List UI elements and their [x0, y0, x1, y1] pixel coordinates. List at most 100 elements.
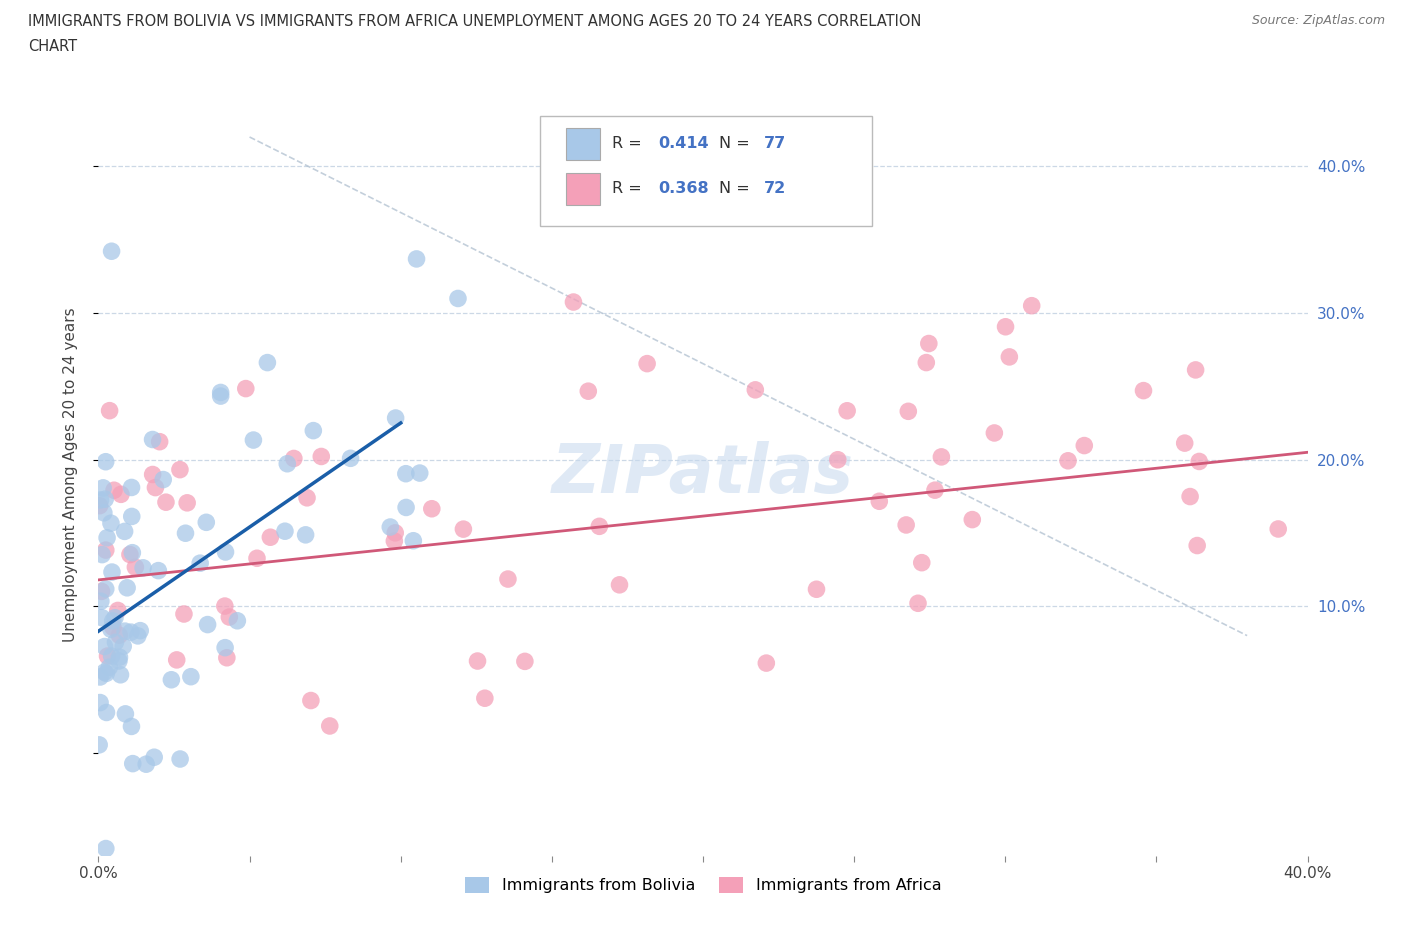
Text: R =: R =: [613, 181, 647, 196]
Point: [118, 547, 141, 562]
Text: 77: 77: [763, 137, 786, 152]
Point: [96, 666, 118, 681]
Point: [160, 672, 183, 687]
Point: [302, 423, 325, 438]
Point: [319, 719, 342, 734]
Point: [1178, 489, 1201, 504]
Point: [276, 457, 298, 472]
Point: [311, 449, 333, 464]
Point: [114, 707, 136, 722]
Point: [299, 693, 322, 708]
Point: [89, 737, 111, 752]
Bar: [567, 173, 600, 205]
Point: [90, 594, 112, 609]
Point: [103, 483, 125, 498]
Point: [274, 524, 297, 538]
Point: [96, 705, 118, 720]
Point: [152, 472, 174, 487]
Point: [115, 580, 138, 595]
Point: [124, 560, 146, 575]
Point: [89, 670, 111, 684]
Point: [1185, 538, 1208, 553]
Point: [94, 492, 117, 507]
Point: [121, 480, 143, 495]
Point: [395, 466, 418, 481]
Point: [89, 695, 111, 710]
Point: [588, 519, 610, 534]
Point: [100, 516, 122, 531]
Point: [384, 525, 406, 540]
Point: [91, 547, 114, 562]
Point: [214, 640, 236, 655]
Text: IMMIGRANTS FROM BOLIVIA VS IMMIGRANTS FROM AFRICA UNEMPLOYMENT AMONG AGES 20 TO : IMMIGRANTS FROM BOLIVIA VS IMMIGRANTS FR…: [28, 14, 921, 29]
FancyBboxPatch shape: [540, 116, 872, 227]
Point: [380, 520, 402, 535]
Point: [915, 355, 938, 370]
Point: [1188, 454, 1211, 469]
Point: [166, 653, 188, 668]
Text: N =: N =: [718, 181, 755, 196]
Point: [108, 654, 131, 669]
Point: [395, 500, 418, 515]
Point: [827, 452, 849, 467]
Y-axis label: Unemployment Among Ages 20 to 24 years: Unemployment Among Ages 20 to 24 years: [63, 307, 77, 642]
Point: [114, 624, 136, 639]
Text: ZIPatlas: ZIPatlas: [553, 442, 853, 507]
Text: Source: ZipAtlas.com: Source: ZipAtlas.com: [1251, 14, 1385, 27]
Point: [868, 494, 890, 509]
Point: [101, 565, 124, 579]
Point: [931, 449, 953, 464]
Point: [513, 654, 536, 669]
Point: [98, 404, 121, 418]
Text: 0.368: 0.368: [658, 181, 709, 196]
Point: [89, 915, 111, 930]
Point: [89, 498, 111, 513]
Point: [339, 451, 361, 466]
Point: [384, 410, 406, 425]
Point: [907, 596, 929, 611]
Point: [837, 404, 859, 418]
Point: [806, 582, 828, 597]
Text: 72: 72: [763, 181, 786, 196]
Point: [93, 665, 115, 680]
Point: [174, 525, 197, 540]
Point: [149, 434, 172, 449]
Point: [94, 542, 117, 557]
Point: [496, 572, 519, 587]
Point: [121, 756, 143, 771]
Point: [107, 603, 129, 618]
Text: 0.414: 0.414: [658, 137, 709, 152]
Point: [209, 389, 232, 404]
Point: [104, 610, 127, 625]
Point: [755, 656, 778, 671]
Point: [135, 757, 157, 772]
Point: [897, 404, 920, 418]
Point: [896, 517, 918, 532]
Point: [474, 691, 496, 706]
Point: [283, 451, 305, 466]
Point: [121, 545, 143, 560]
Point: [129, 623, 152, 638]
Point: [121, 509, 143, 524]
Point: [1267, 522, 1289, 537]
Point: [744, 382, 766, 397]
Point: [127, 629, 149, 644]
Point: [108, 628, 131, 643]
Point: [1132, 383, 1154, 398]
Point: [173, 606, 195, 621]
Text: N =: N =: [718, 137, 755, 152]
Point: [142, 467, 165, 482]
Point: [176, 496, 198, 511]
Point: [447, 291, 470, 306]
Point: [214, 545, 236, 560]
Point: [195, 515, 218, 530]
Point: [169, 751, 191, 766]
Point: [108, 650, 131, 665]
Point: [246, 551, 269, 565]
Point: [453, 522, 475, 537]
Point: [994, 319, 1017, 334]
Point: [911, 555, 934, 570]
Point: [100, 244, 122, 259]
Point: [918, 336, 941, 351]
Point: [155, 495, 177, 510]
